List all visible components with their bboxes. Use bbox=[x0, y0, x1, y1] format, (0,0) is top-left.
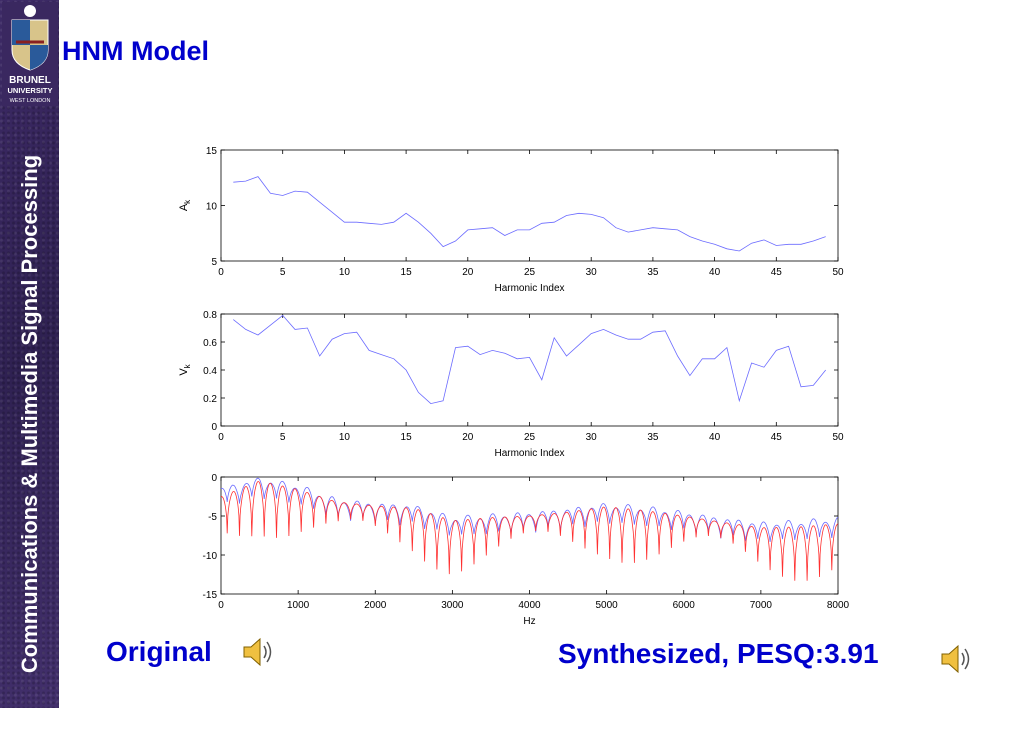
x-tick-label: 5 bbox=[280, 267, 286, 278]
y-tick-label: 0.2 bbox=[203, 394, 217, 405]
y-tick-label: -10 bbox=[203, 551, 218, 562]
logo-text-line3: WEST LONDON bbox=[10, 98, 51, 104]
x-tick-label: 3000 bbox=[441, 600, 464, 611]
x-tick-label: 4000 bbox=[518, 600, 541, 611]
y-tick-label: 10 bbox=[206, 202, 218, 213]
x-tick-label: 35 bbox=[647, 432, 659, 443]
y-axis-label: Ak bbox=[178, 199, 192, 211]
x-tick-label: 8000 bbox=[827, 600, 850, 611]
y-tick-label: 0 bbox=[211, 422, 217, 433]
series-line-1 bbox=[233, 314, 827, 405]
x-axis-label: Hz bbox=[523, 616, 535, 627]
x-tick-label: 25 bbox=[524, 432, 536, 443]
x-axis-label: Harmonic Index bbox=[494, 448, 564, 459]
axes-frame bbox=[220, 149, 839, 262]
x-tick-label: 10 bbox=[339, 432, 351, 443]
y-tick-label: 0.6 bbox=[203, 338, 217, 349]
x-tick-label: 50 bbox=[832, 267, 844, 278]
x-tick-label: 40 bbox=[709, 432, 721, 443]
x-tick-label: 1000 bbox=[287, 600, 310, 611]
x-tick-label: 0 bbox=[218, 432, 224, 443]
x-axis-label: Harmonic Index bbox=[494, 283, 564, 294]
series-line-1 bbox=[233, 176, 826, 252]
y-tick-label: 0.8 bbox=[203, 310, 217, 321]
x-tick-label: 35 bbox=[647, 267, 659, 278]
x-tick-label: 6000 bbox=[673, 600, 696, 611]
x-tick-label: 15 bbox=[401, 267, 413, 278]
axes-frame bbox=[220, 476, 839, 595]
y-axis-label: Vk bbox=[178, 363, 192, 375]
y-tick-label: -15 bbox=[203, 590, 218, 601]
chart-2: 0 5 10 15 20 25 30 35 40 45 50 0 0.2 0.4 0.6 0.8 Harmoni… bbox=[178, 310, 844, 459]
speaker-icon[interactable] bbox=[938, 641, 974, 677]
caption-original: Original bbox=[106, 636, 212, 667]
x-tick-label: 45 bbox=[771, 432, 783, 443]
y-tick-label: 0.4 bbox=[203, 366, 217, 377]
x-tick-label: 30 bbox=[586, 432, 598, 443]
x-tick-label: 50 bbox=[832, 432, 844, 443]
axes-frame bbox=[220, 313, 839, 427]
x-tick-label: 0 bbox=[218, 600, 224, 611]
x-tick-label: 0 bbox=[218, 267, 224, 278]
logo-text-line2: UNIVERSITY bbox=[7, 86, 52, 95]
caption-synthesized: Synthesized, PESQ:3.91 bbox=[558, 638, 879, 669]
x-tick-label: 40 bbox=[709, 267, 721, 278]
x-tick-label: 2000 bbox=[364, 600, 387, 611]
x-tick-label: 20 bbox=[462, 267, 474, 278]
page-title: HNM Model bbox=[62, 36, 209, 66]
x-tick-label: 25 bbox=[524, 267, 536, 278]
chart-3: 0 1000 2000 3000 4000 5000 6000 7000 8000 -15 -10 -… bbox=[203, 473, 850, 627]
series-line-2 bbox=[220, 481, 839, 581]
speaker-icon[interactable] bbox=[240, 634, 276, 670]
x-tick-label: 10 bbox=[339, 267, 351, 278]
x-tick-label: 5 bbox=[280, 432, 286, 443]
x-tick-label: 20 bbox=[462, 432, 474, 443]
x-tick-label: 7000 bbox=[750, 600, 773, 611]
y-tick-label: 5 bbox=[211, 257, 217, 268]
x-tick-label: 15 bbox=[401, 432, 413, 443]
y-tick-label: 0 bbox=[211, 473, 217, 484]
university-logo: BRUNEL UNIVERSITY WEST LONDON bbox=[2, 2, 58, 106]
series-line-1 bbox=[220, 477, 839, 543]
y-tick-label: -5 bbox=[208, 512, 217, 523]
x-tick-label: 45 bbox=[771, 267, 783, 278]
x-tick-label: 5000 bbox=[596, 600, 619, 611]
sidebar: BRUNEL UNIVERSITY WEST LONDON Communicat… bbox=[0, 0, 59, 708]
y-tick-label: 15 bbox=[206, 146, 218, 157]
logo-text-line1: BRUNEL bbox=[9, 75, 51, 86]
x-tick-label: 30 bbox=[586, 267, 598, 278]
